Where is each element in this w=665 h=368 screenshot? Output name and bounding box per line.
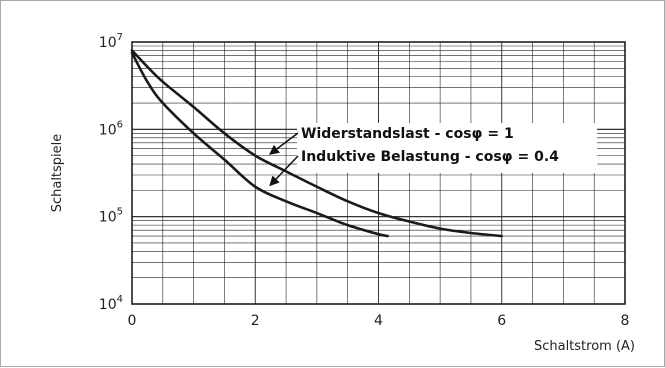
plot-border xyxy=(131,41,626,305)
series-line-1 xyxy=(130,49,504,238)
x-tick-label: 6 xyxy=(497,313,506,329)
x-axis-label: Schaltstrom (A) xyxy=(534,339,635,354)
y-tick-label: 105 xyxy=(99,207,123,226)
series-line-2 xyxy=(130,51,390,238)
series-layer xyxy=(130,49,504,238)
x-tick-label: 0 xyxy=(128,313,137,329)
y-tick-label: 107 xyxy=(99,32,123,51)
y-axis-label: Schaltspiele xyxy=(50,134,65,213)
x-tick-label: 8 xyxy=(621,313,630,329)
annotation-label: Widerstandslast - cosφ = 1 xyxy=(301,126,514,142)
x-tick-label: 2 xyxy=(251,313,260,329)
annotation-arrow xyxy=(269,155,299,187)
y-tick-label: 104 xyxy=(99,294,123,313)
annotation-background xyxy=(297,123,597,173)
annotations: Widerstandslast - cosφ = 1 Induktive Bela… xyxy=(268,123,597,187)
y-tick-label: 106 xyxy=(99,119,123,138)
x-tick-label: 4 xyxy=(374,313,383,329)
annotation-label: Induktive Belastung - cosφ = 0.4 xyxy=(301,149,559,165)
annotation-arrow xyxy=(268,132,299,155)
